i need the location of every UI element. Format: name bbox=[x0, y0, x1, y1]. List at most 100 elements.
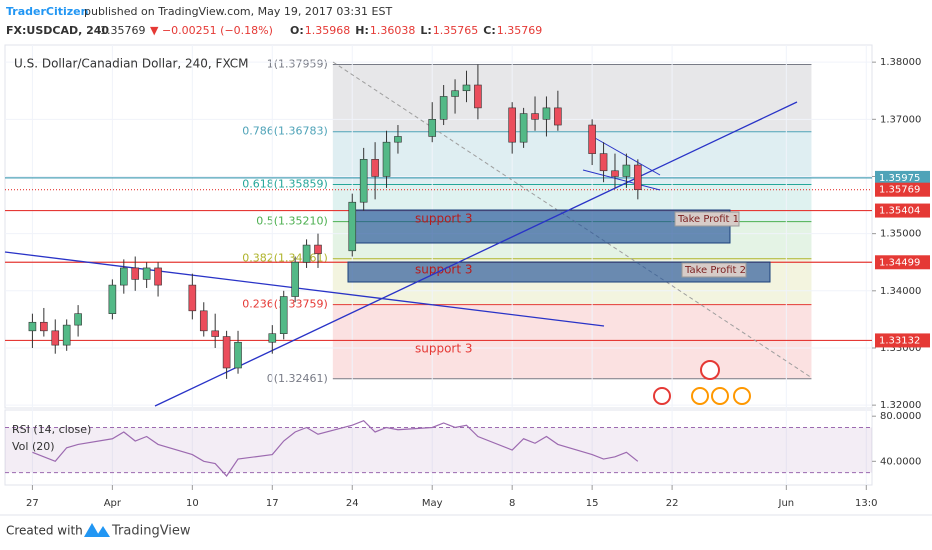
price-tag-label: 1.35769 bbox=[879, 185, 920, 196]
event-icon[interactable] bbox=[711, 387, 729, 405]
y-tick-label: 1.38000 bbox=[880, 57, 921, 68]
candle-body bbox=[462, 84, 471, 92]
y-tick-label: 1.33000 bbox=[880, 343, 921, 354]
candle-body bbox=[451, 90, 459, 97]
x-tick-label: 22 bbox=[666, 498, 679, 509]
annotation: support 3 bbox=[415, 342, 473, 356]
footer-brand[interactable]: TradingView bbox=[111, 524, 191, 539]
candle-body bbox=[131, 267, 140, 280]
y2-tick-label: 40.0000 bbox=[880, 456, 921, 467]
candle-body bbox=[222, 336, 231, 369]
price-tag-label: 1.35975 bbox=[879, 173, 920, 184]
candle-body bbox=[279, 296, 288, 334]
candle-body bbox=[40, 321, 48, 332]
candle-body bbox=[51, 330, 60, 346]
ohlc-label: H: bbox=[355, 24, 369, 37]
change: ▼ −0.00251 (−0.18%) bbox=[150, 24, 273, 37]
label-box bbox=[681, 262, 747, 278]
rsi-pane bbox=[4, 409, 873, 486]
candle-body bbox=[542, 107, 551, 120]
candle-body bbox=[382, 141, 391, 177]
main-pane bbox=[4, 44, 873, 409]
fib-band bbox=[332, 64, 812, 132]
price-tag-label: 1.34499 bbox=[879, 257, 920, 268]
fib-trend bbox=[332, 61, 813, 379]
y-tick-label: 1.35000 bbox=[880, 229, 921, 240]
ohlc-value: 1.36038 bbox=[370, 24, 416, 37]
y-tick-label: 1.32000 bbox=[880, 400, 921, 411]
price-tag bbox=[875, 255, 930, 270]
candle-body bbox=[199, 310, 208, 332]
candle-body bbox=[154, 267, 162, 286]
candles bbox=[28, 64, 642, 477]
ohlc-label: O: bbox=[290, 24, 304, 37]
x-tick-label: Apr bbox=[104, 498, 122, 509]
annotation: support 3 bbox=[415, 212, 473, 226]
candle-body bbox=[108, 284, 117, 314]
event-icon[interactable] bbox=[653, 387, 671, 405]
rsi-title: RSI (14, close) bbox=[12, 423, 91, 436]
candle-body bbox=[622, 164, 631, 177]
trend-line bbox=[4, 251, 605, 327]
x-tick-label: 10 bbox=[186, 498, 199, 509]
x-tick-label: 15 bbox=[586, 498, 599, 509]
price-tag bbox=[875, 203, 930, 218]
candle-body bbox=[74, 313, 82, 326]
ohlc: O: 1.35968 H: 1.36038 L: 1.35765 C: 1.35769 bbox=[290, 24, 542, 37]
fib-label: 1(1.37959) bbox=[267, 57, 328, 70]
volume-title: Vol (20) bbox=[12, 440, 55, 453]
author[interactable]: TraderCitizen bbox=[6, 5, 88, 18]
price-tag-label: 1.33132 bbox=[879, 335, 920, 346]
candle-body bbox=[394, 136, 402, 143]
candle-body bbox=[142, 267, 151, 280]
candle-body bbox=[62, 324, 71, 346]
ohlc-value: 1.35769 bbox=[497, 24, 543, 37]
event-icon[interactable] bbox=[700, 360, 720, 380]
candle-body bbox=[428, 119, 437, 137]
x-tick-label: May bbox=[422, 498, 443, 509]
fib-band bbox=[332, 304, 812, 379]
candle-body bbox=[508, 107, 516, 143]
candle-body bbox=[588, 124, 596, 154]
price-tag bbox=[875, 333, 930, 348]
wedge-line bbox=[582, 169, 661, 191]
candle-body bbox=[531, 113, 539, 120]
x-tick-label: 17 bbox=[266, 498, 279, 509]
event-icon[interactable] bbox=[691, 387, 709, 405]
price-tag-label: 1.35404 bbox=[879, 206, 920, 217]
candle-body bbox=[211, 330, 219, 337]
y-tick-label: 1.37000 bbox=[880, 114, 921, 125]
candle-body bbox=[119, 267, 128, 286]
footer-created: Created with bbox=[6, 524, 83, 538]
price-tag bbox=[875, 182, 930, 197]
candle-body bbox=[474, 84, 482, 109]
annotation: Take Profit 2 bbox=[684, 265, 746, 276]
wedge-line bbox=[594, 137, 661, 176]
last-price: 1.35769 bbox=[100, 24, 146, 37]
chart-title: U.S. Dollar/Canadian Dollar, 240, FXCM bbox=[14, 57, 249, 71]
candle-body bbox=[28, 321, 37, 332]
ohlc-value: 1.35765 bbox=[433, 24, 479, 37]
candle-body bbox=[554, 107, 562, 126]
event-icon[interactable] bbox=[733, 387, 751, 405]
y-tick-label: 1.34000 bbox=[880, 286, 921, 297]
support-box bbox=[347, 261, 771, 283]
x-tick-label: 8 bbox=[509, 498, 515, 509]
candle-body bbox=[302, 244, 311, 263]
x-tick-label: 27 bbox=[26, 498, 39, 509]
candle-body bbox=[314, 244, 322, 254]
candle-body bbox=[291, 261, 299, 297]
fib-label: 0.618(1.35859) bbox=[242, 178, 328, 191]
ohlc-label: C: bbox=[483, 24, 495, 37]
candle-body bbox=[268, 333, 277, 343]
candle-body bbox=[348, 201, 357, 252]
fib-label: 0(1.32461) bbox=[267, 372, 328, 385]
candle-body bbox=[371, 159, 379, 177]
x-tick-label: 24 bbox=[346, 498, 359, 509]
price-tag bbox=[875, 170, 930, 185]
ohlc-value: 1.35968 bbox=[305, 24, 351, 37]
candle-body bbox=[611, 170, 619, 177]
axes: 1.320001.330001.340001.350001.360001.370… bbox=[26, 57, 930, 509]
rsi-band bbox=[5, 427, 872, 473]
label-box bbox=[674, 211, 740, 227]
